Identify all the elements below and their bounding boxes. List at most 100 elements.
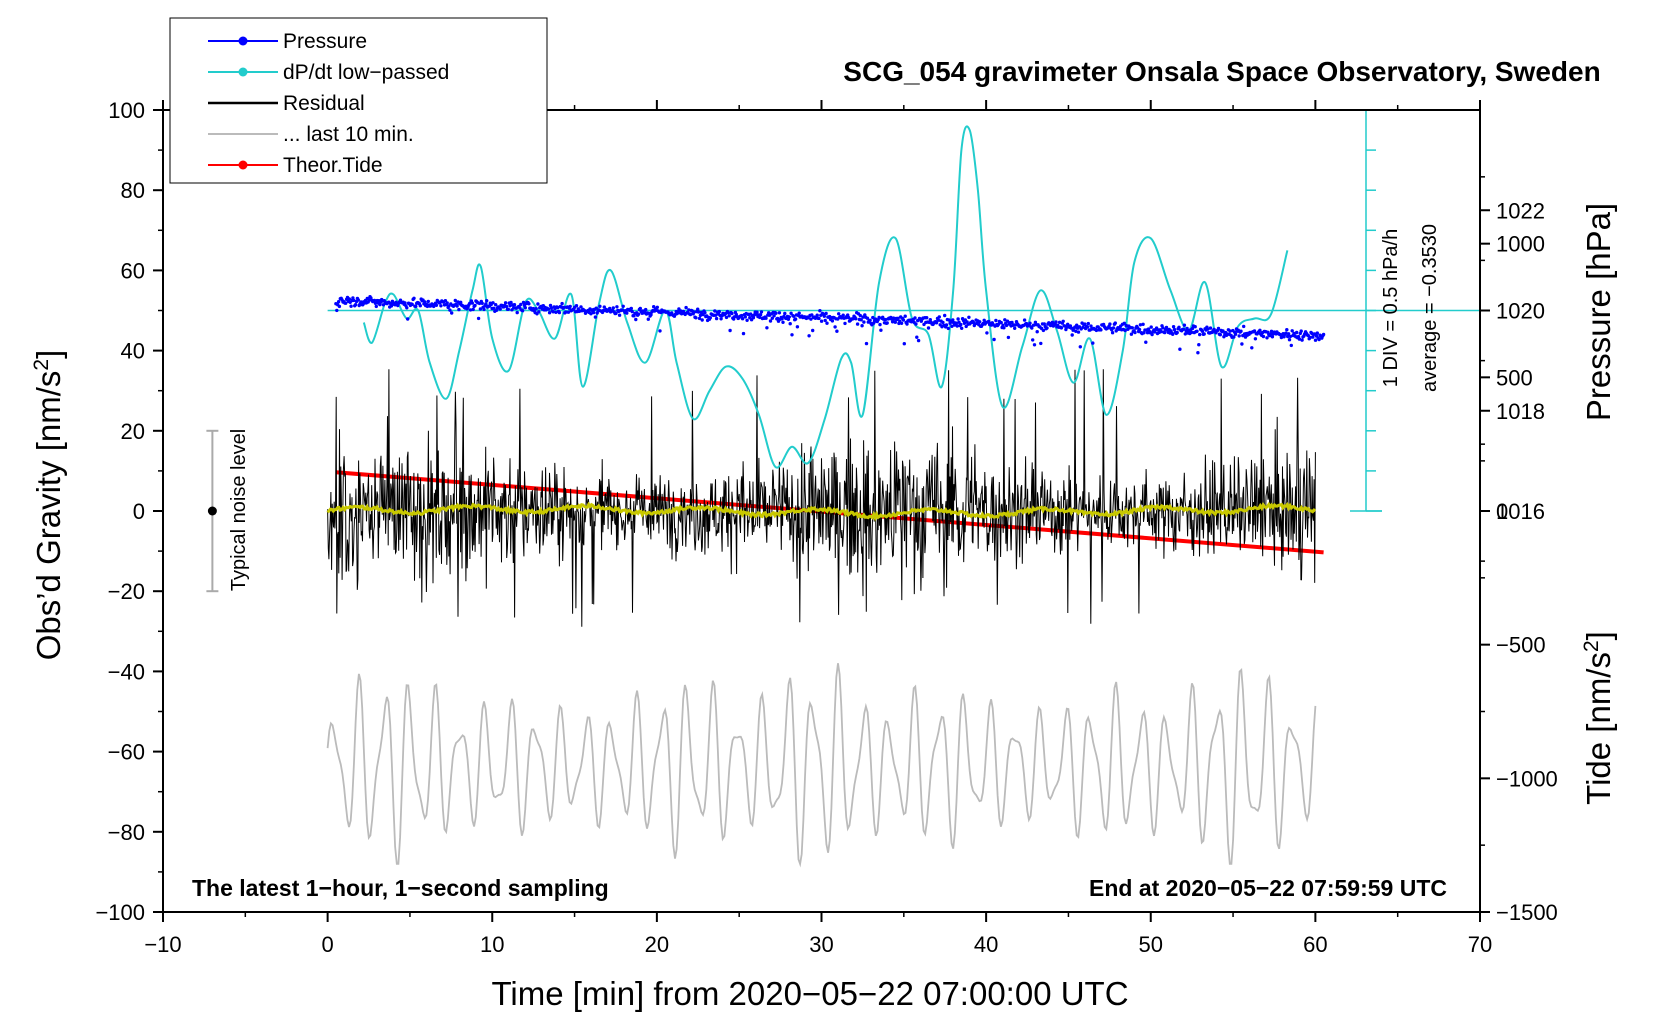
pressure-point <box>655 305 659 309</box>
y-tick-label: 60 <box>121 258 145 283</box>
pressure-point <box>1039 341 1043 346</box>
tide-tick-label: −500 <box>1496 633 1546 658</box>
pressure-point <box>793 317 798 321</box>
pressure-point <box>1144 340 1148 344</box>
pressure-point <box>1182 323 1187 327</box>
pressure-point <box>418 304 422 308</box>
pressure-point <box>1183 332 1188 336</box>
pressure-point <box>871 315 875 320</box>
pressure-point <box>1108 322 1112 326</box>
pressure-point <box>593 315 598 319</box>
pressure-tick-label: 1020 <box>1496 299 1545 324</box>
pressure-point <box>373 301 378 305</box>
pressure-point <box>1288 334 1293 339</box>
tide-tick-label: 500 <box>1496 365 1533 390</box>
pressure-point <box>883 317 888 322</box>
pressure-point <box>551 310 555 314</box>
pressure-point <box>1075 323 1079 327</box>
pressure-point <box>1197 343 1201 347</box>
pressure-tick-label: 1018 <box>1496 399 1545 424</box>
pressure-point <box>777 311 782 315</box>
pressure-point <box>1252 329 1257 333</box>
pressure-point <box>1295 330 1299 335</box>
pressure-point <box>1196 351 1200 355</box>
x-tick-label: 60 <box>1303 932 1327 957</box>
pressure-point <box>985 331 989 335</box>
pressure-point <box>459 300 463 304</box>
y-axis-label-left-end: ] <box>30 350 67 359</box>
pressure-point <box>617 313 622 317</box>
pressure-point <box>381 303 386 307</box>
pressure-point <box>1035 330 1039 334</box>
pressure-point <box>426 299 430 304</box>
pressure-point <box>457 307 461 312</box>
pressure-point <box>1094 328 1099 333</box>
pressure-point <box>819 319 824 323</box>
pressure-point <box>726 311 730 315</box>
pressure-point <box>473 303 477 308</box>
pressure-point <box>574 304 579 308</box>
y-tick-label: −80 <box>108 820 145 845</box>
pressure-point <box>822 314 826 318</box>
dpdt-average-label: average = −0.3530 <box>1419 224 1441 392</box>
pressure-point <box>1175 330 1179 335</box>
pressure-point <box>344 301 348 305</box>
pressure-point <box>1253 337 1258 341</box>
pressure-point <box>713 309 717 313</box>
pressure-point <box>1261 334 1266 339</box>
y-tick-label: −40 <box>108 659 145 684</box>
legend-label: Residual <box>283 92 365 115</box>
pressure-point <box>936 318 941 322</box>
pressure-point <box>833 325 837 329</box>
pressure-point <box>830 319 835 323</box>
pressure-point <box>732 315 737 319</box>
pressure-point <box>772 314 776 318</box>
annotation-left: The latest 1−hour, 1−second sampling <box>192 875 609 901</box>
pressure-point <box>893 320 897 324</box>
pressure-point <box>523 306 527 310</box>
pressure-point <box>1193 325 1197 329</box>
y-axis-label-tide-sup: 2 <box>1580 640 1603 652</box>
pressure-point <box>1177 325 1181 329</box>
pressure-tick-label: 1016 <box>1496 499 1545 524</box>
pressure-point <box>1161 326 1165 330</box>
pressure-point <box>434 303 439 307</box>
pressure-point <box>591 310 596 315</box>
pressure-point <box>492 306 496 310</box>
pressure-point <box>537 310 541 314</box>
pressure-point <box>1031 338 1035 342</box>
legend-item: Theor.Tide <box>208 154 383 177</box>
pressure-point <box>1089 324 1093 328</box>
pressure-point <box>890 320 895 324</box>
pressure-point <box>1265 336 1269 340</box>
pressure-point <box>967 315 971 319</box>
pressure-point <box>1133 330 1137 335</box>
pressure-point <box>512 303 517 307</box>
pressure-point <box>485 299 489 303</box>
legend-label: Theor.Tide <box>283 154 383 177</box>
pressure-point <box>1216 326 1221 331</box>
pressure-point <box>566 310 571 314</box>
pressure-point <box>629 306 633 311</box>
pressure-point <box>740 317 745 321</box>
pressure-point <box>1240 342 1244 346</box>
pressure-point <box>960 326 964 330</box>
dpdt-scale-label: 1 DIV = 0.5 hPa/h <box>1380 229 1402 387</box>
pressure-point <box>1091 341 1095 345</box>
pressure-point <box>638 306 642 311</box>
pressure-point <box>727 314 731 318</box>
pressure-point <box>478 307 483 311</box>
pressure-point <box>356 298 360 302</box>
tide-tick-label: −1000 <box>1496 766 1558 791</box>
pressure-point <box>934 321 939 325</box>
pressure-point <box>1239 329 1243 333</box>
y-axis-label-pressure: Pressure [hPa] <box>1580 203 1617 421</box>
pressure-point <box>1042 322 1047 326</box>
pressure-point <box>557 310 562 315</box>
pressure-point <box>374 304 378 309</box>
pressure-point <box>792 314 796 318</box>
pressure-point <box>774 311 778 315</box>
pressure-point <box>1013 326 1017 330</box>
legend: Pressure dP/dt low−passed Residual ... last… <box>169 17 548 184</box>
legend-box <box>169 17 548 184</box>
